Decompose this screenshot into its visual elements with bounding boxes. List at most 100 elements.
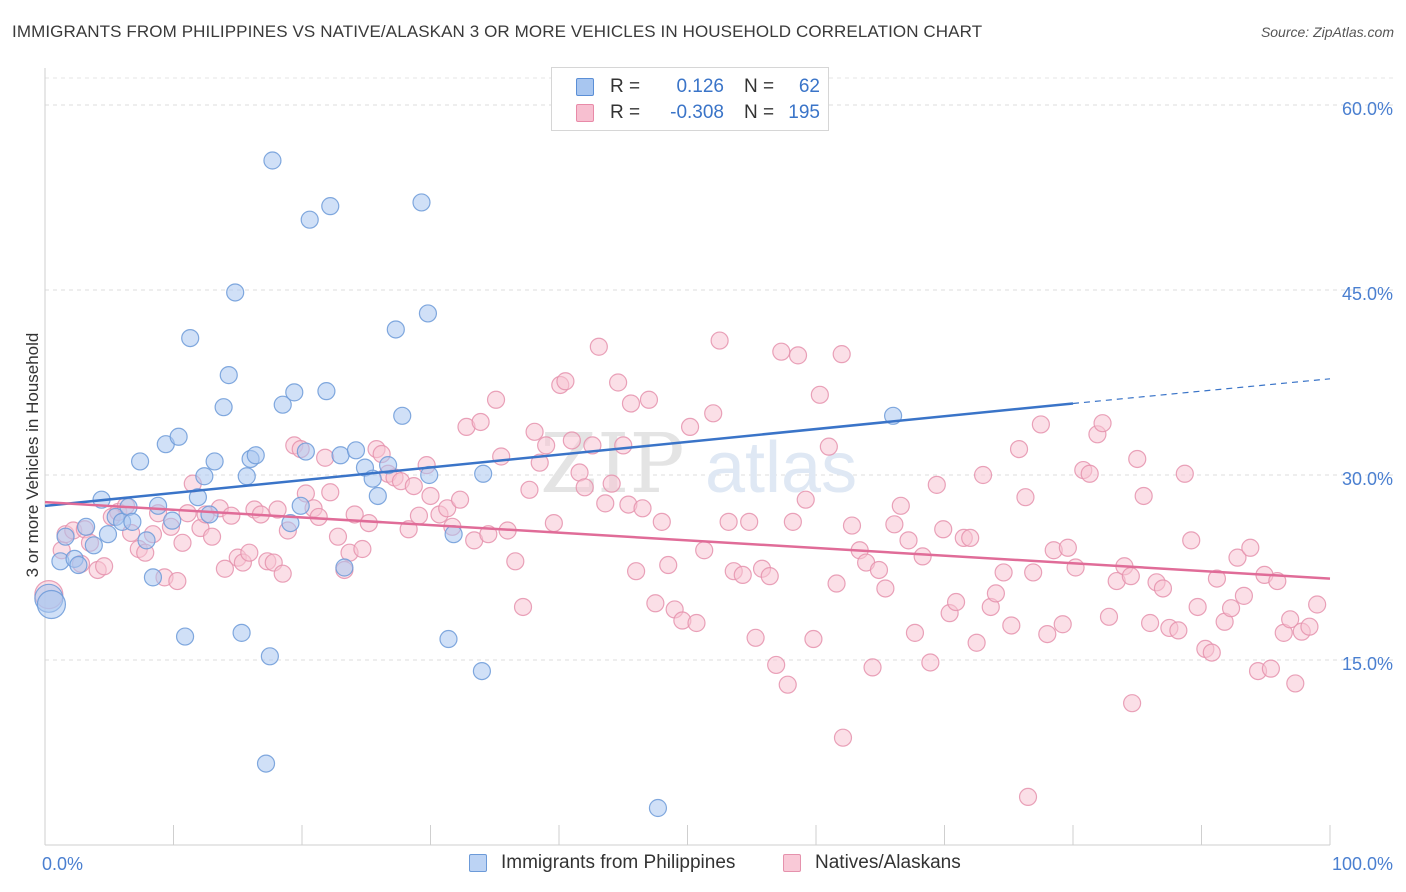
data-point <box>246 446 265 465</box>
data-point <box>796 490 815 509</box>
data-point <box>562 431 581 450</box>
data-point <box>130 452 150 471</box>
data-point <box>891 496 910 515</box>
legend-swatch-blue <box>469 854 487 872</box>
data-point <box>994 563 1013 582</box>
data-point <box>746 628 765 647</box>
data-point <box>317 382 336 401</box>
data-point <box>633 499 652 518</box>
y-axis-label: 3 or more Vehicles in Household <box>23 333 42 578</box>
data-point <box>778 675 797 694</box>
data-point <box>704 404 723 423</box>
data-point <box>359 513 378 533</box>
data-point <box>1286 674 1305 693</box>
data-point <box>934 520 953 539</box>
data-point <box>1080 464 1099 483</box>
data-point <box>1053 615 1072 634</box>
legend-r-label: R = <box>610 76 641 97</box>
data-point <box>393 406 412 425</box>
data-point <box>56 527 75 546</box>
data-point <box>967 633 986 652</box>
data-point <box>513 597 533 617</box>
data-point <box>885 515 904 534</box>
data-point <box>353 539 372 559</box>
data-point <box>899 531 918 550</box>
data-point <box>168 571 187 591</box>
data-point <box>767 655 786 675</box>
data-point <box>927 475 946 494</box>
data-point <box>1234 586 1254 605</box>
data-point <box>285 383 304 402</box>
data-point <box>1128 449 1147 469</box>
y-tick-label: 60.0% <box>1342 99 1393 119</box>
data-point <box>1182 531 1201 550</box>
data-point <box>143 568 163 587</box>
data-point <box>1241 538 1260 557</box>
data-point <box>827 574 846 593</box>
data-point <box>237 467 256 486</box>
data-point <box>321 197 340 216</box>
data-point <box>386 320 405 339</box>
data-point <box>869 560 889 580</box>
legend-n-value: 62 <box>798 76 820 97</box>
data-point <box>268 500 287 519</box>
data-point <box>1016 488 1035 507</box>
legend-n-label: N = <box>744 102 775 123</box>
data-point <box>537 436 556 455</box>
legend-r-value: 0.126 <box>676 76 724 97</box>
data-point <box>1281 610 1300 629</box>
data-point <box>863 658 882 677</box>
data-point <box>219 366 238 385</box>
trend-line-philippines-extension <box>1072 378 1331 405</box>
data-point <box>506 552 525 571</box>
tick-labels: 15.0% 30.0% 45.0% 60.0% 0.0% 100.0% <box>42 99 1393 874</box>
data-point <box>471 412 490 432</box>
data-point <box>321 483 340 502</box>
data-point <box>291 496 310 515</box>
data-point <box>760 567 779 586</box>
data-point <box>98 525 118 544</box>
data-point <box>240 543 259 562</box>
legend-item-philippines: Immigrants from Philippines <box>469 852 735 874</box>
series-legend: Immigrants from Philippines Natives/Alas… <box>0 852 1406 876</box>
data-point <box>659 555 678 575</box>
data-point <box>1066 558 1085 577</box>
data-point <box>181 329 200 348</box>
data-point <box>202 527 222 546</box>
data-point <box>404 477 423 496</box>
data-point <box>1221 599 1241 618</box>
data-point <box>205 452 224 471</box>
data-point <box>169 427 188 446</box>
legend-item-natives: Natives/Alaskans <box>783 852 961 874</box>
data-point <box>609 373 628 392</box>
data-point <box>905 623 925 642</box>
data-point <box>1188 597 1207 617</box>
data-point <box>646 594 665 613</box>
data-point <box>195 467 214 486</box>
data-point <box>614 436 633 455</box>
data-point <box>188 488 208 507</box>
grid-lines <box>45 77 1393 661</box>
data-point <box>444 525 463 544</box>
data-point <box>412 193 431 212</box>
data-point <box>1121 567 1140 586</box>
data-point <box>1038 624 1057 644</box>
y-tick-label: 30.0% <box>1342 469 1393 489</box>
data-point <box>1140 613 1160 633</box>
data-point <box>439 629 458 649</box>
data-point <box>1169 621 1188 640</box>
data-point <box>876 579 895 598</box>
data-point <box>639 390 659 409</box>
data-point <box>602 474 621 493</box>
data-point <box>418 304 438 323</box>
data-point <box>589 337 608 356</box>
data-point <box>123 512 142 531</box>
data-point <box>832 345 851 364</box>
data-point <box>409 506 429 525</box>
data-point <box>273 564 292 583</box>
legend-swatch-blue <box>576 78 594 96</box>
data-point <box>733 565 752 585</box>
data-point <box>222 506 241 525</box>
watermark-zip: ZIP <box>540 417 685 512</box>
